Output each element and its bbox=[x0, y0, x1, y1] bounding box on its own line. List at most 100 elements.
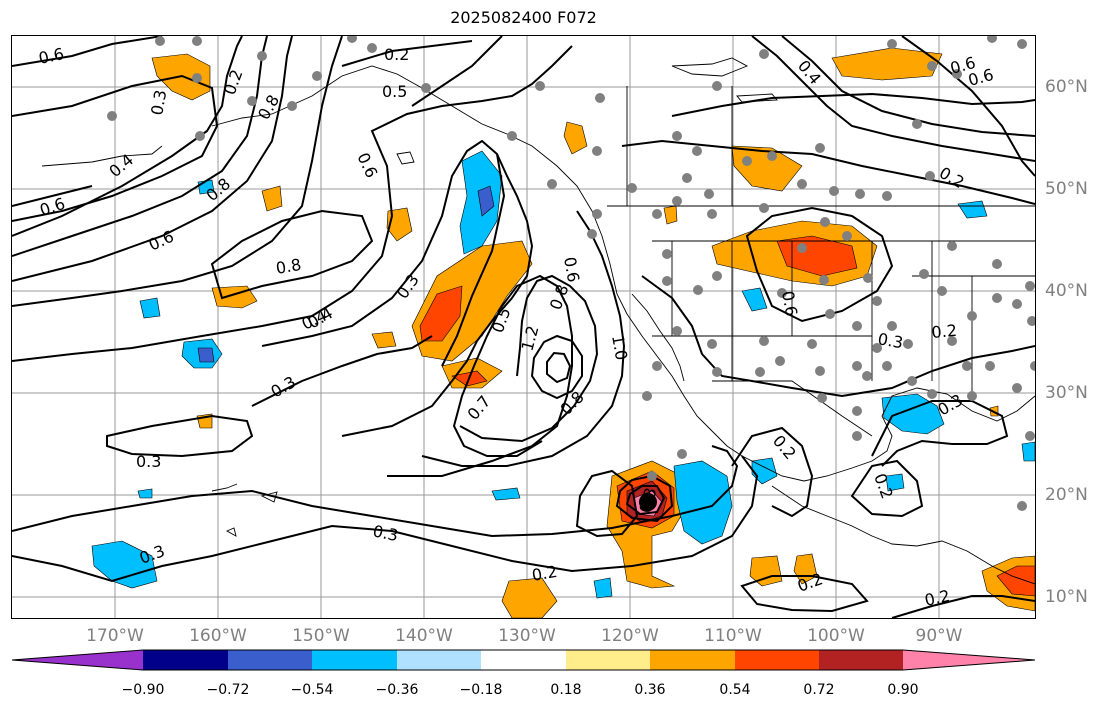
station-dot bbox=[247, 96, 257, 106]
longitude-label: 100°W bbox=[807, 626, 865, 646]
station-dot bbox=[829, 186, 839, 196]
station-dot bbox=[627, 183, 637, 193]
negative-shading bbox=[673, 460, 733, 545]
contour-line bbox=[850, 459, 924, 518]
station-dot bbox=[807, 339, 817, 349]
contour-line bbox=[12, 36, 293, 282]
contour-label: 0.8 bbox=[546, 282, 573, 312]
positive-shading bbox=[371, 331, 397, 349]
station-dot bbox=[887, 39, 897, 49]
contour-label: 0.2 bbox=[769, 431, 800, 463]
station-dot bbox=[1017, 501, 1027, 511]
contour-label: 0.6 bbox=[353, 150, 381, 181]
contour-line bbox=[546, 351, 572, 384]
contour-line bbox=[261, 139, 506, 367]
station-dot bbox=[852, 406, 862, 416]
station-dot bbox=[547, 179, 557, 189]
contour-line bbox=[411, 36, 503, 107]
station-dot bbox=[712, 367, 722, 377]
contour-line bbox=[210, 209, 374, 300]
contour-label: 0.2 bbox=[384, 45, 409, 64]
station-dot bbox=[712, 81, 722, 91]
positive-shading bbox=[563, 121, 588, 155]
station-dot bbox=[817, 393, 827, 403]
contour-line bbox=[745, 206, 894, 323]
figure-title: 2025082400 F072 bbox=[450, 8, 597, 27]
negative-shading bbox=[91, 540, 158, 589]
coastlines-borders bbox=[41, 57, 1035, 585]
positive-shading bbox=[386, 207, 413, 242]
station-dot bbox=[192, 36, 202, 46]
colorbar-outline bbox=[11, 649, 1036, 671]
longitude-label: 170°W bbox=[86, 626, 144, 646]
contour-label: 0.2 bbox=[220, 67, 247, 97]
contour-label: 0.3 bbox=[136, 452, 161, 471]
station-dot bbox=[967, 311, 977, 321]
station-dot bbox=[682, 173, 692, 183]
positive-shading bbox=[663, 205, 678, 225]
station-dot bbox=[992, 293, 1002, 303]
station-dot bbox=[662, 249, 672, 259]
station-dot bbox=[1012, 383, 1022, 393]
contour-label: 1.0 bbox=[608, 333, 631, 361]
station-dot bbox=[287, 101, 297, 111]
station-dot bbox=[820, 217, 830, 227]
station-dot bbox=[927, 61, 937, 71]
station-dot bbox=[815, 143, 825, 153]
contour-line bbox=[421, 210, 626, 467]
island-outline bbox=[396, 151, 415, 165]
map-svg: 0.6 0.2 0.5 0.4 0.6 0.8 0.2 0.6 0.3 0.8 … bbox=[12, 36, 1035, 618]
contour-line bbox=[871, 400, 1009, 467]
station-dot bbox=[421, 83, 431, 93]
station-dot bbox=[927, 389, 937, 399]
station-dot bbox=[882, 191, 892, 201]
station-dot bbox=[595, 93, 605, 103]
station-dot bbox=[507, 131, 517, 141]
station-dot bbox=[712, 271, 722, 281]
station-dot bbox=[937, 286, 947, 296]
station-dot bbox=[775, 356, 785, 366]
station-dot bbox=[759, 336, 769, 346]
longitude-label: 150°W bbox=[292, 626, 350, 646]
contour-line bbox=[387, 274, 573, 477]
coastline bbox=[771, 485, 1035, 585]
longitude-label: 140°W bbox=[395, 626, 453, 646]
contour-line bbox=[901, 36, 1035, 177]
contour-label: 0.8 bbox=[202, 174, 234, 205]
station-dot bbox=[985, 361, 995, 371]
contour-lines bbox=[12, 36, 1035, 618]
station-dot bbox=[759, 49, 769, 59]
contour-line bbox=[751, 36, 1035, 162]
longitude-label: 160°W bbox=[189, 626, 247, 646]
station-dot bbox=[962, 361, 972, 371]
station-dot bbox=[925, 171, 935, 181]
contour-line bbox=[621, 139, 1035, 205]
station-dot bbox=[707, 209, 717, 219]
contour-line bbox=[615, 474, 674, 523]
colorbar-segment bbox=[397, 650, 481, 670]
station-dot bbox=[312, 71, 322, 81]
station-dot bbox=[872, 296, 882, 306]
station-dot bbox=[907, 376, 917, 386]
colorbar-tick-label: −0.54 bbox=[290, 682, 334, 698]
colorbar-tick-label: 0.36 bbox=[634, 682, 666, 698]
latitude-label: 60°N bbox=[1045, 77, 1088, 97]
contour-line bbox=[459, 274, 599, 443]
station-dot bbox=[919, 269, 929, 279]
colorbar-tick-label: −0.18 bbox=[459, 682, 503, 698]
contour-label: 0.3 bbox=[147, 88, 170, 116]
colorbar-segment bbox=[819, 650, 903, 670]
station-dot bbox=[872, 343, 882, 353]
contour-line bbox=[641, 275, 1035, 398]
station-dot bbox=[742, 156, 752, 166]
station-dot bbox=[592, 146, 602, 156]
station-dot bbox=[592, 209, 602, 219]
colorbar-tick-label: 0.18 bbox=[550, 682, 582, 698]
contour-label: 0.8 bbox=[274, 255, 302, 278]
colorbar-segment bbox=[650, 650, 735, 670]
latitude-label: 40°N bbox=[1045, 281, 1088, 301]
station-dot bbox=[652, 209, 662, 219]
station-dot bbox=[903, 339, 913, 349]
station-dot bbox=[1012, 299, 1022, 309]
border bbox=[712, 380, 873, 437]
